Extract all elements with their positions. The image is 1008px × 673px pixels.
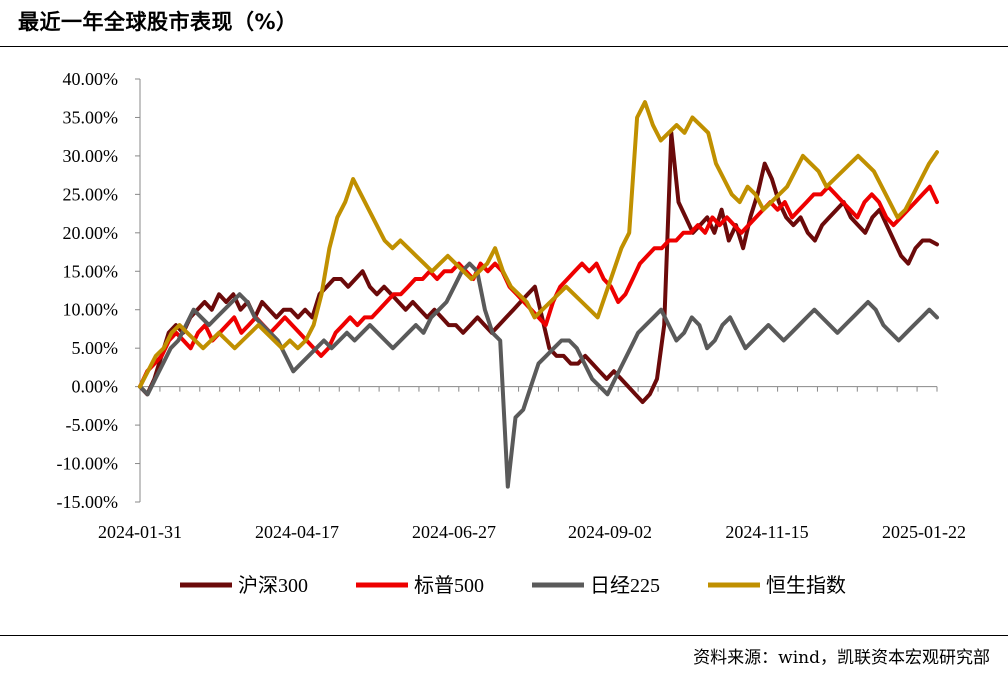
source-note: 资料来源：wind，凯联资本宏观研究部 xyxy=(693,648,990,668)
legend-label: 沪深300 xyxy=(238,574,308,597)
y-tick-label: 5.00% xyxy=(72,338,119,358)
series-layer xyxy=(138,100,939,489)
x-tick-label: 2024-04-17 xyxy=(255,522,339,542)
y-tick-label: 40.00% xyxy=(63,69,119,89)
y-tick-label: -5.00% xyxy=(66,415,119,435)
series-line xyxy=(138,130,939,404)
chart-title: 最近一年全球股市表现（%） xyxy=(18,10,298,34)
x-axis: 2024-01-31 2024-04-17 2024-06-27 2024-09-02… xyxy=(98,386,966,542)
y-tick-label: 20.00% xyxy=(63,223,119,243)
y-tick-label: 35.00% xyxy=(63,107,119,127)
y-tick-label: 15.00% xyxy=(63,261,119,281)
bottom-divider xyxy=(0,635,1008,636)
x-tick-label: 2024-06-27 xyxy=(412,522,496,542)
top-divider xyxy=(0,46,1008,47)
x-tick-label: 2024-01-31 xyxy=(98,522,182,542)
legend-label: 恒生指数 xyxy=(766,574,846,597)
y-tick-label: -10.00% xyxy=(57,454,119,474)
series-line xyxy=(138,184,939,389)
y-tick-label: 10.00% xyxy=(63,300,119,320)
y-tick-label: 0.00% xyxy=(72,377,119,397)
legend-label: 标普500 xyxy=(414,574,484,597)
y-axis: 40.00% 35.00% 30.00% 25.00% 20.00% 15.00% 10.0… xyxy=(57,69,141,512)
series-line xyxy=(138,261,939,489)
legend-label: 日经225 xyxy=(590,574,660,597)
y-tick-label: 30.00% xyxy=(63,146,119,166)
x-tick-label: 2024-09-02 xyxy=(568,522,652,542)
y-tick-label: 25.00% xyxy=(63,184,119,204)
series-line xyxy=(138,100,939,389)
x-tick-label: 2025-01-22 xyxy=(882,522,966,542)
legend: 沪深300 标普500 日经225 恒生指数 xyxy=(180,574,846,597)
y-tick-label: -15.00% xyxy=(57,492,119,512)
x-tick-label: 2024-11-15 xyxy=(725,522,808,542)
